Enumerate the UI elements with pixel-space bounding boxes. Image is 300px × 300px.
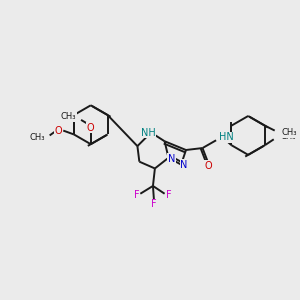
Text: CH₃: CH₃ <box>61 112 76 122</box>
Text: CH₃: CH₃ <box>29 133 45 142</box>
Text: CH₃: CH₃ <box>281 128 297 137</box>
Text: F: F <box>166 190 171 200</box>
Text: O: O <box>55 126 62 136</box>
Text: O: O <box>205 160 212 170</box>
Text: HN: HN <box>219 132 234 142</box>
Text: N: N <box>180 160 188 170</box>
Text: CH₃: CH₃ <box>280 132 296 141</box>
Text: O: O <box>87 123 94 133</box>
Text: F: F <box>151 200 157 209</box>
Text: NH: NH <box>141 128 155 137</box>
Text: F: F <box>134 190 139 200</box>
Text: N: N <box>168 154 175 164</box>
